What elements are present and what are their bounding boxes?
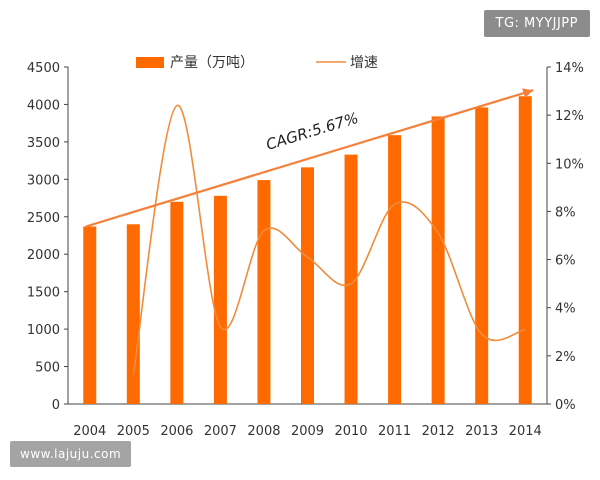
x-tick-label: 2008 <box>247 424 280 439</box>
watermark-bottom: www.lajuju.com <box>10 441 132 467</box>
x-tick-label: 2011 <box>378 424 411 439</box>
left-tick-label: 500 <box>35 361 60 376</box>
bar <box>83 226 97 404</box>
left-tick-label: 2500 <box>27 211 60 226</box>
legend-line-label: 增速 <box>350 55 378 71</box>
left-tick-label: 3000 <box>27 173 60 188</box>
left-tick-label: 4000 <box>27 98 60 113</box>
right-tick-label: 6% <box>555 254 576 269</box>
x-tick-label: 2012 <box>422 424 455 439</box>
x-tick-label: 2005 <box>117 424 150 439</box>
x-tick-label: 2006 <box>160 424 193 439</box>
left-tick-label: 0 <box>52 398 60 413</box>
bar <box>518 96 532 404</box>
bar <box>126 224 140 404</box>
bar <box>431 116 445 404</box>
right-tick-label: 2% <box>555 350 576 365</box>
bar <box>301 167 314 404</box>
growth-line <box>132 104 526 376</box>
left-tick-label: 1500 <box>27 286 60 301</box>
left-tick-label: 2000 <box>27 248 60 263</box>
bar <box>170 201 184 404</box>
x-tick-label: 2009 <box>291 424 324 439</box>
cagr-arrowhead <box>522 88 534 98</box>
x-tick-label: 2004 <box>73 424 106 439</box>
cagr-trend-line <box>85 89 534 228</box>
x-tick-label: 2014 <box>509 424 542 439</box>
left-tick-label: 4500 <box>27 61 60 76</box>
x-tick-label: 2013 <box>465 424 498 439</box>
bar <box>344 154 358 404</box>
legend-bar-swatch <box>136 57 164 68</box>
right-tick-label: 4% <box>555 302 576 317</box>
watermark-top: TG: MYYJJPP <box>483 10 590 37</box>
bar <box>388 135 402 404</box>
left-tick-label: 1000 <box>27 323 60 338</box>
bar <box>475 107 489 404</box>
bar <box>257 180 271 404</box>
bar <box>213 195 227 404</box>
right-tick-label: 14% <box>555 61 584 76</box>
right-tick-label: 8% <box>555 205 576 220</box>
left-tick-label: 3500 <box>27 136 60 151</box>
legend-bar-label: 产量（万吨） <box>170 55 254 71</box>
right-tick-label: 0% <box>555 398 576 413</box>
x-tick-label: 2010 <box>334 424 367 439</box>
right-tick-label: 10% <box>555 157 584 172</box>
right-tick-label: 12% <box>555 109 584 124</box>
x-tick-label: 2007 <box>204 424 237 439</box>
